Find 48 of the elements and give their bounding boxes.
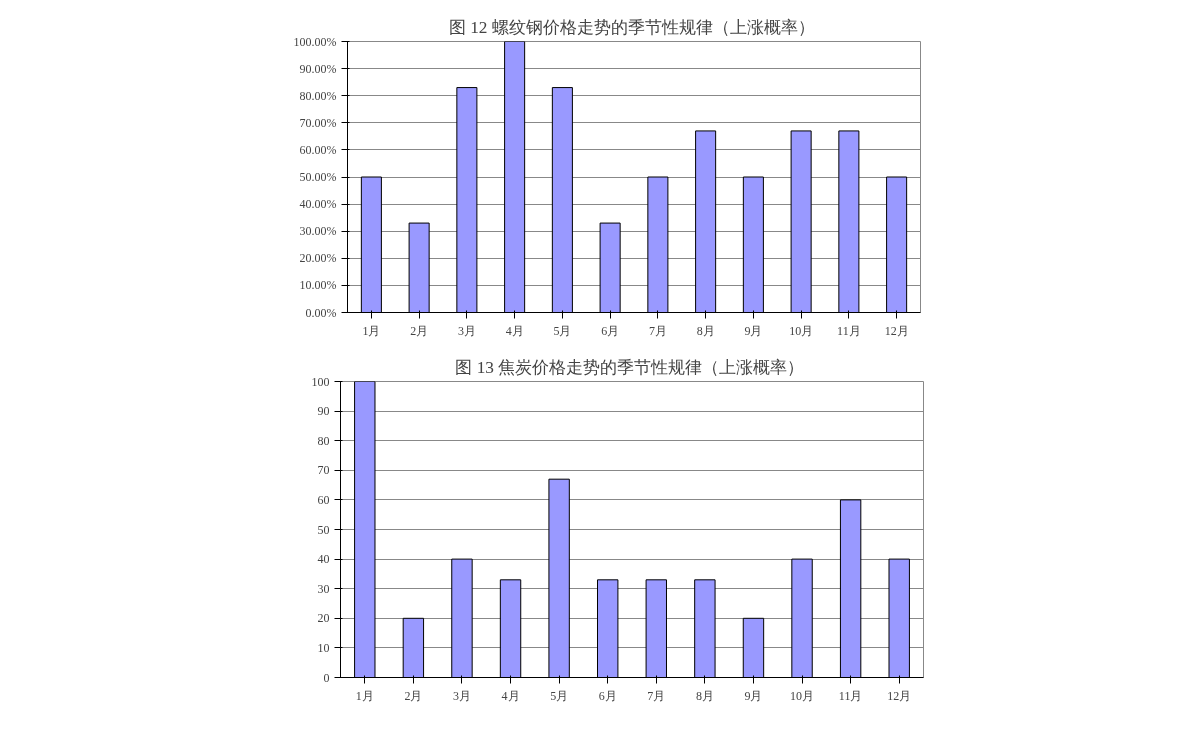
x-tick-label: 4月 xyxy=(505,323,524,338)
y-tick-label: 60 xyxy=(317,492,330,507)
y-tick-label: 70 xyxy=(317,463,330,478)
y-tick-label: 10 xyxy=(317,640,330,655)
y-tick-label: 30 xyxy=(317,581,330,596)
x-tick-label: 6月 xyxy=(598,688,617,703)
x-tick-label: 1月 xyxy=(355,688,374,703)
y-tick-label: 100 xyxy=(311,374,330,389)
y-tick-label: 70.00% xyxy=(299,115,337,130)
y-tick-label: 90 xyxy=(317,404,330,419)
x-tick-label: 2月 xyxy=(410,323,429,338)
x-tick-label: 12月 xyxy=(887,688,912,703)
x-tick-label: 10月 xyxy=(790,688,815,703)
y-tick-label: 80.00% xyxy=(299,88,337,103)
x-tick-label: 11月 xyxy=(838,688,863,703)
x-tick-label: 9月 xyxy=(744,688,763,703)
y-tick-label: 80 xyxy=(317,433,330,448)
y-tick-label: 20 xyxy=(317,611,330,626)
x-tick-label: 9月 xyxy=(744,323,763,338)
x-tick-label: 5月 xyxy=(550,688,569,703)
chart-title: 图 12 螺纹钢价格走势的季节性规律（上涨概率） xyxy=(448,17,815,37)
x-tick-label: 3月 xyxy=(452,688,471,703)
x-tick-label: 8月 xyxy=(696,323,715,338)
y-tick-label: 90.00% xyxy=(299,61,337,76)
y-tick-label: 0 xyxy=(323,670,330,685)
x-tick-label: 2月 xyxy=(404,688,423,703)
y-tick-label: 0.00% xyxy=(305,305,337,320)
x-tick-label: 4月 xyxy=(501,688,520,703)
x-tick-label: 10月 xyxy=(789,323,814,338)
x-tick-label: 11月 xyxy=(837,323,861,338)
y-tick-label: 50 xyxy=(317,522,330,537)
y-tick-label: 50.00% xyxy=(299,170,337,184)
y-tick-label: 60.00% xyxy=(299,142,337,157)
y-tick-label: 40 xyxy=(317,552,330,567)
x-tick-label: 6月 xyxy=(601,323,620,338)
y-tick-label: 30.00% xyxy=(299,224,337,239)
y-tick-label: 40.00% xyxy=(299,197,337,212)
x-tick-label: 3月 xyxy=(457,323,476,338)
x-tick-label: 7月 xyxy=(647,688,666,703)
y-tick-label: 10.00% xyxy=(299,278,337,293)
x-tick-label: 12月 xyxy=(884,323,909,338)
x-tick-label: 5月 xyxy=(553,323,572,338)
x-tick-label: 8月 xyxy=(695,688,714,703)
chart-title: 图 13 焦炭价格走势的季节性规律（上涨概率） xyxy=(455,357,805,377)
y-tick-label: 20.00% xyxy=(299,251,337,266)
x-tick-label: 1月 xyxy=(362,323,381,338)
x-tick-label: 7月 xyxy=(648,323,667,338)
y-tick-label: 100.00% xyxy=(293,34,337,49)
